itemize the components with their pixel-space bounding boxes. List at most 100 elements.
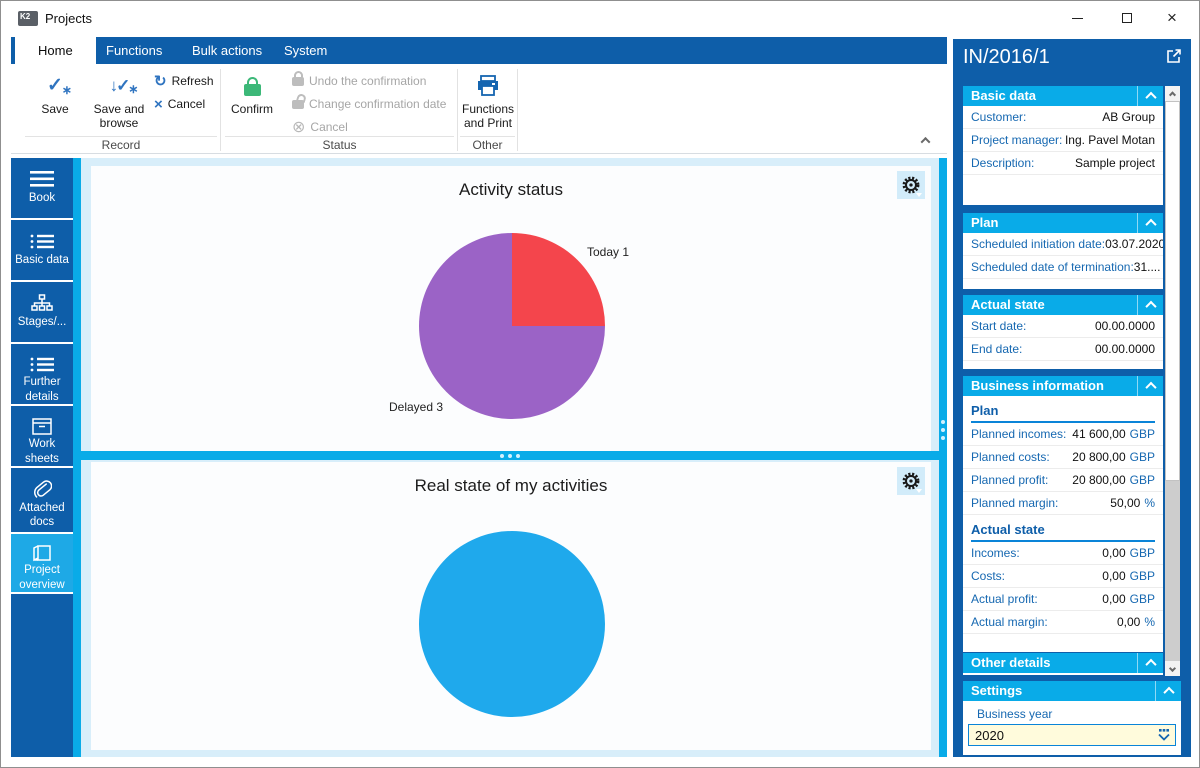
save-and-browse-button[interactable]: Save and browse bbox=[85, 69, 153, 139]
sidebar-accent-strip bbox=[73, 158, 81, 757]
gear-icon bbox=[902, 472, 920, 490]
other-details-header: Other details bbox=[963, 653, 1163, 673]
field-row: Actual profit: 0,00 GBP bbox=[963, 588, 1163, 611]
save-button[interactable]: Save bbox=[29, 69, 81, 139]
functions-and-print-button[interactable]: Functions and Print bbox=[459, 69, 517, 139]
confirm-button[interactable]: Confirm bbox=[223, 69, 281, 139]
activity-status-pie bbox=[419, 233, 605, 419]
window-title: Projects bbox=[45, 11, 92, 26]
minimize-button[interactable] bbox=[1054, 1, 1100, 35]
record-side-panel: IN/2016/1 Basic data Customer: AB Group P… bbox=[953, 39, 1191, 757]
gear-icon bbox=[902, 176, 920, 194]
chevron-up-icon bbox=[1144, 218, 1157, 231]
field-row: Planned incomes: 41 600,00 GBP bbox=[963, 423, 1163, 446]
lock-open-gray-icon bbox=[292, 99, 304, 109]
business-year-select[interactable]: 2020 bbox=[968, 724, 1176, 746]
collapse-section-button[interactable] bbox=[1137, 213, 1163, 233]
cancel-button[interactable]: Cancel bbox=[154, 94, 205, 114]
save-and-browse-icon bbox=[110, 76, 136, 96]
collapse-section-button[interactable] bbox=[1137, 295, 1163, 315]
plan-card: Plan Scheduled initiation date: 03.07.202… bbox=[963, 213, 1163, 289]
settings-header: Settings bbox=[963, 681, 1181, 701]
close-button[interactable]: × bbox=[1167, 8, 1177, 27]
cancel-x-icon bbox=[154, 96, 163, 113]
group-separator bbox=[517, 69, 518, 151]
undo-confirmation-button[interactable]: Undo the confirmation bbox=[292, 70, 426, 91]
field-row: Scheduled date of termination: 31.... bbox=[963, 256, 1163, 279]
sidebar-item-further-details[interactable]: Further details bbox=[11, 344, 73, 406]
tab-functions[interactable]: Functions bbox=[106, 43, 163, 58]
basic-data-header: Basic data bbox=[963, 86, 1163, 106]
refresh-button[interactable]: Refresh bbox=[154, 71, 214, 91]
scrollbar-thumb[interactable] bbox=[1165, 101, 1180, 481]
field-row: Project manager: Ing. Pavel Motan bbox=[963, 129, 1163, 152]
activity-status-panel: Activity status Today 1 Delayed 3 bbox=[91, 166, 931, 451]
scroll-down-button[interactable] bbox=[1165, 661, 1180, 676]
panel-scrollbar[interactable] bbox=[1165, 86, 1180, 676]
sidebar: Book Basic data Stages/... Further detai… bbox=[11, 158, 73, 757]
chevron-up-icon bbox=[920, 136, 930, 147]
collapse-section-button[interactable] bbox=[1137, 653, 1163, 673]
other-details-card: Other details bbox=[963, 653, 1163, 675]
field-row: End date: 00.00.0000 bbox=[963, 338, 1163, 361]
chart-settings-button[interactable] bbox=[897, 467, 925, 495]
basic-data-card: Basic data Customer: AB Group Project man… bbox=[963, 86, 1163, 205]
book-panel-icon bbox=[32, 543, 52, 563]
field-row: Costs: 0,00 GBP bbox=[963, 565, 1163, 588]
open-in-window-icon bbox=[1167, 49, 1181, 63]
group-separator bbox=[457, 69, 458, 151]
sidebar-item-stages[interactable]: Stages/... bbox=[11, 282, 73, 344]
paperclip-icon bbox=[32, 477, 52, 501]
settings-card: Settings Business year 2020 bbox=[963, 681, 1181, 755]
dropdown-icon bbox=[1156, 728, 1172, 743]
tab-home[interactable]: Home bbox=[15, 37, 96, 64]
sidebar-item-book[interactable]: Book bbox=[11, 158, 73, 220]
sidebar-item-basic-data[interactable]: Basic data bbox=[11, 220, 73, 282]
chevron-up-icon bbox=[1168, 91, 1177, 99]
tab-bulk-actions[interactable]: Bulk actions bbox=[192, 43, 263, 58]
maximize-button[interactable] bbox=[1104, 1, 1150, 35]
cancel-status-button[interactable]: Cancel bbox=[292, 117, 347, 137]
open-in-window-button[interactable] bbox=[1165, 47, 1183, 65]
chevron-up-icon bbox=[1144, 658, 1157, 671]
refresh-icon bbox=[154, 72, 167, 90]
sidebar-item-project-overview[interactable]: Project overview bbox=[11, 534, 73, 594]
record-id: IN/2016/1 bbox=[963, 46, 1050, 68]
field-row: Incomes: 0,00 GBP bbox=[963, 542, 1163, 565]
change-confirmation-date-button[interactable]: Change confirmation date bbox=[292, 94, 446, 114]
actual-state-card: Actual state Start date: 00.00.0000 End d… bbox=[963, 295, 1163, 369]
collapse-section-button[interactable] bbox=[1155, 681, 1181, 701]
horizontal-splitter[interactable] bbox=[81, 451, 939, 460]
collapse-section-button[interactable] bbox=[1137, 86, 1163, 106]
printer-icon bbox=[475, 69, 501, 103]
lock-closed-icon bbox=[243, 77, 261, 96]
save-check-icon bbox=[47, 75, 72, 98]
vertical-splitter[interactable] bbox=[939, 158, 947, 757]
chevron-up-icon bbox=[1162, 686, 1175, 699]
status-group-label: Status bbox=[225, 136, 454, 152]
chevron-up-icon bbox=[1144, 91, 1157, 104]
business-year-label: Business year bbox=[977, 707, 1053, 721]
plan-subheader: Plan bbox=[971, 403, 1155, 423]
collapse-section-button[interactable] bbox=[1137, 376, 1163, 396]
plan-header: Plan bbox=[963, 213, 1163, 233]
tab-system[interactable]: System bbox=[284, 43, 328, 58]
list-icon bbox=[30, 353, 54, 375]
chart-settings-button[interactable] bbox=[897, 171, 925, 199]
lock-closed-gray-icon bbox=[292, 70, 304, 86]
chart-title: Real state of my activities bbox=[414, 476, 608, 495]
collapse-ribbon-button[interactable] bbox=[917, 133, 933, 147]
actual-state-header: Actual state bbox=[963, 295, 1163, 315]
actual-state-subheader: Actual state bbox=[971, 522, 1155, 542]
scroll-up-button[interactable] bbox=[1165, 86, 1180, 101]
app-icon bbox=[18, 11, 38, 26]
ribbon: Save Save and browse Refresh Cancel Conf… bbox=[11, 64, 947, 154]
real-state-pie bbox=[419, 531, 605, 717]
field-row: Description: Sample project bbox=[963, 152, 1163, 175]
menu-lines-icon bbox=[30, 167, 54, 191]
other-group-label: Other bbox=[460, 136, 515, 152]
group-separator bbox=[220, 69, 221, 151]
splitter-dots-icon bbox=[500, 453, 504, 458]
sidebar-item-work-sheets[interactable]: Work sheets bbox=[11, 406, 73, 468]
sidebar-item-attached-docs[interactable]: Attached docs bbox=[11, 468, 73, 534]
